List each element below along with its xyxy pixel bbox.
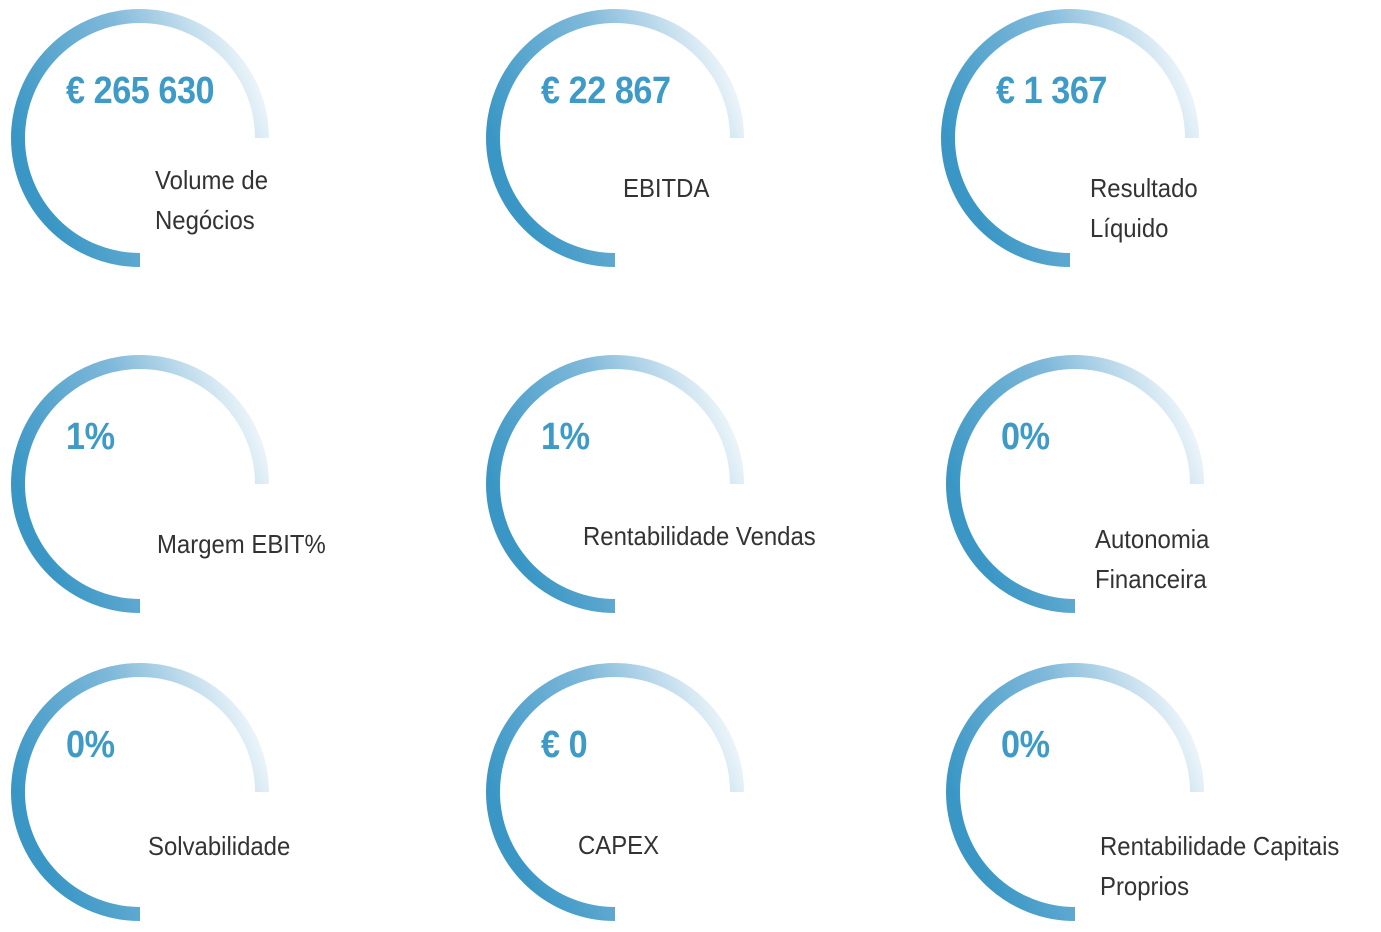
- ring-arc: [11, 9, 269, 267]
- ring-arc: [946, 355, 1204, 613]
- ring-arc: [486, 9, 744, 267]
- kpi-label: Volume de Negócios: [155, 165, 269, 235]
- kpi-value: 1%: [66, 416, 115, 458]
- kpi-label: Rentabilidade Capitais Proprios: [1100, 831, 1340, 901]
- ring-arc: [11, 355, 269, 613]
- kpi-card: 0% Autonomia Financeira: [946, 355, 1209, 613]
- ring: [11, 355, 269, 613]
- ring: [11, 663, 269, 921]
- ring-arc: [486, 663, 744, 921]
- ring: [946, 355, 1204, 613]
- kpi-value: € 265 630: [66, 70, 215, 112]
- ring-arc: [946, 663, 1204, 921]
- ring: [946, 663, 1204, 921]
- ring: [11, 9, 269, 267]
- kpi-card: € 265 630 Volume de Negócios: [11, 9, 269, 267]
- kpi-value: € 22 867: [541, 70, 671, 112]
- ring: [486, 663, 744, 921]
- kpi-label: Resultado Líquido: [1090, 173, 1198, 243]
- kpi-value: 0%: [66, 724, 115, 766]
- kpi-value: € 1 367: [996, 70, 1107, 112]
- kpi-label: EBITDA: [623, 173, 710, 203]
- kpi-card: 0% Solvabilidade: [11, 663, 290, 921]
- kpi-label: Autonomia Financeira: [1095, 524, 1210, 594]
- ring: [486, 355, 744, 613]
- kpi-value: 0%: [1001, 416, 1050, 458]
- kpi-card: € 1 367 Resultado Líquido: [941, 9, 1199, 267]
- kpi-card: 0% Rentabilidade Capitais Proprios: [946, 663, 1339, 921]
- kpi-label: Solvabilidade: [148, 831, 291, 861]
- kpi-label: CAPEX: [578, 830, 660, 860]
- ring-arc: [486, 355, 744, 613]
- kpi-card: € 22 867 EBITDA: [486, 9, 744, 267]
- kpi-card: € 0 CAPEX: [486, 663, 744, 921]
- kpi-value: 1%: [541, 416, 590, 458]
- kpi-label: Margem EBIT%: [157, 529, 326, 559]
- kpi-value: 0%: [1001, 724, 1050, 766]
- ring-arc: [941, 9, 1199, 267]
- kpi-label: Rentabilidade Vendas: [583, 521, 816, 551]
- kpi-value: € 0: [541, 724, 588, 766]
- ring: [941, 9, 1199, 267]
- ring: [486, 9, 744, 267]
- kpi-card: 1% Rentabilidade Vendas: [486, 355, 816, 613]
- kpi-card: 1% Margem EBIT%: [11, 355, 326, 613]
- ring-arc: [11, 663, 269, 921]
